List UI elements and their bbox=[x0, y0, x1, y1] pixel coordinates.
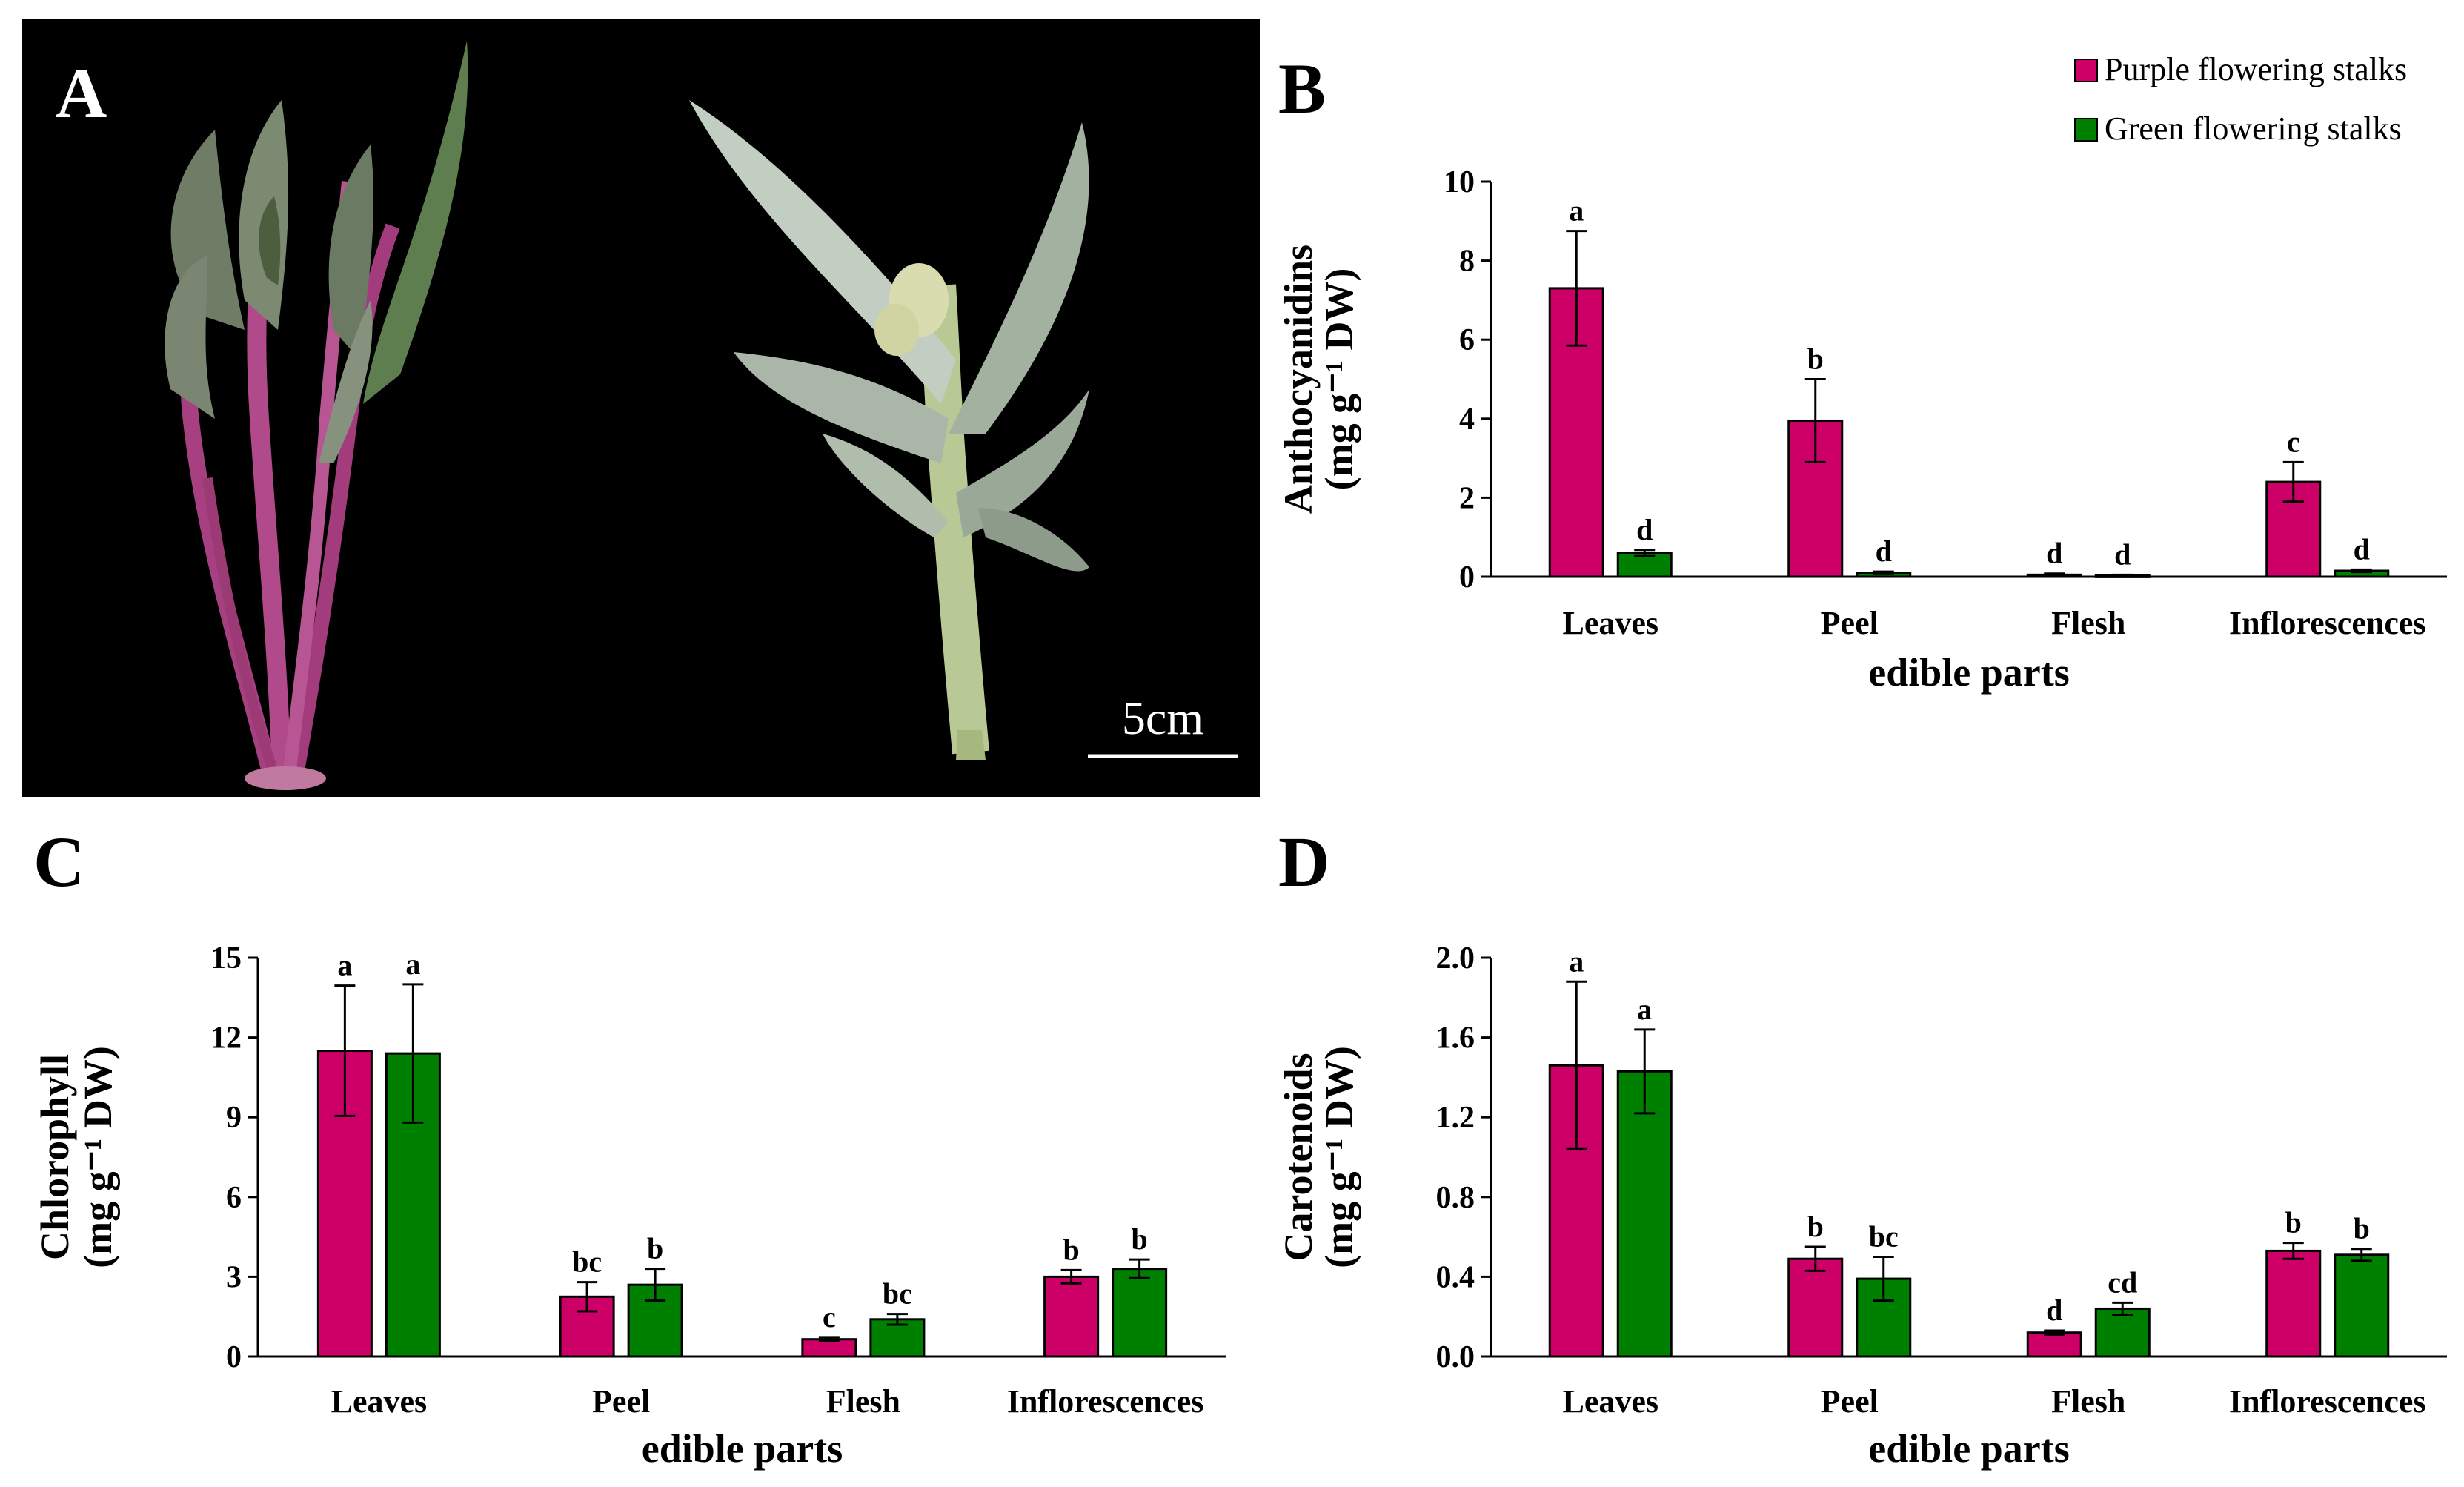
y-tick-label: 0 bbox=[226, 1340, 242, 1374]
x-tick-label: Inflorescences bbox=[1007, 1383, 1204, 1420]
y-tick-label: 4 bbox=[1459, 403, 1475, 437]
y-tick-label: 0.8 bbox=[1436, 1181, 1475, 1215]
bar bbox=[1112, 1268, 1168, 1358]
significance-label: b bbox=[2354, 1212, 2370, 1245]
x-axis-label: edible parts bbox=[1868, 650, 2070, 695]
significance-label: d bbox=[2046, 1294, 2062, 1327]
y-tick-label: 0.4 bbox=[1436, 1260, 1475, 1294]
bar bbox=[1043, 1275, 1100, 1358]
x-tick-label: Peel bbox=[1821, 605, 1879, 641]
scale-label: 5cm bbox=[1122, 692, 1203, 744]
significance-label: b bbox=[1807, 342, 1824, 376]
y-tick-label: 0.0 bbox=[1436, 1340, 1475, 1374]
panel-label-c: C bbox=[33, 822, 85, 901]
x-axis-label: edible parts bbox=[1868, 1426, 2070, 1471]
legend: Purple flowering stalks Green flowering s… bbox=[2074, 51, 2407, 147]
y-tick-label: 1.6 bbox=[1436, 1021, 1475, 1056]
green-flowering-stalk bbox=[689, 100, 1089, 760]
x-tick-label: Leaves bbox=[1562, 1383, 1658, 1420]
y-axis-label: Chlorophyll bbox=[33, 1054, 77, 1260]
y-tick-label: 6 bbox=[1459, 323, 1475, 357]
y-axis-unit: (mg g⁻¹ DW) bbox=[1317, 1046, 1361, 1268]
significance-label: b bbox=[1132, 1222, 1148, 1256]
significance-label: d bbox=[2354, 532, 2370, 566]
significance-label: b bbox=[647, 1232, 663, 1265]
significance-label: a bbox=[1637, 993, 1652, 1026]
y-axis-label: Carotenoids bbox=[1276, 1053, 1321, 1261]
x-axis-label: edible parts bbox=[642, 1426, 843, 1471]
panel-label-d: D bbox=[1278, 822, 1330, 901]
photo-panel: 5cm bbox=[22, 19, 1260, 797]
bar bbox=[2334, 1253, 2390, 1358]
legend-label: Green flowering stalks bbox=[2105, 110, 2402, 147]
panel-label-a: A bbox=[56, 53, 107, 133]
significance-label: d bbox=[1876, 534, 1892, 568]
legend-swatch bbox=[2074, 59, 2098, 82]
x-tick-label: Inflorescences bbox=[2229, 605, 2426, 641]
significance-label: b bbox=[1063, 1233, 1080, 1266]
significance-label: d bbox=[2046, 537, 2062, 570]
bar bbox=[1787, 1257, 1844, 1358]
significance-label: a bbox=[337, 949, 352, 982]
x-tick-label: Leaves bbox=[331, 1383, 428, 1420]
y-tick-label: 3 bbox=[226, 1260, 242, 1294]
purple-flowering-stalk bbox=[165, 41, 468, 790]
significance-label: bc bbox=[572, 1245, 602, 1279]
significance-label: b bbox=[2285, 1206, 2302, 1239]
significance-label: b bbox=[1807, 1210, 1824, 1243]
significance-label: c bbox=[2287, 425, 2300, 458]
significance-label: bc bbox=[883, 1277, 912, 1311]
y-tick-label: 2.0 bbox=[1436, 941, 1475, 976]
panel-label-b: B bbox=[1278, 49, 1326, 128]
x-tick-label: Flesh bbox=[2051, 1383, 2125, 1420]
significance-label: bc bbox=[1869, 1220, 1899, 1253]
x-tick-label: Peel bbox=[592, 1383, 650, 1420]
significance-label: a bbox=[1569, 194, 1584, 228]
bar bbox=[2026, 1331, 2082, 1358]
bar bbox=[1616, 1070, 1673, 1358]
chart-c: 0 3 6 9 12 15 Leaves a a Peel bc b Flesh c bc Infloresc… bbox=[33, 941, 1226, 1471]
y-tick-label: 12 bbox=[210, 1021, 242, 1056]
y-tick-label: 15 bbox=[210, 941, 242, 976]
significance-label: d bbox=[1636, 513, 1653, 546]
y-tick-label: 10 bbox=[1444, 165, 1475, 199]
x-tick-label: Flesh bbox=[2051, 605, 2125, 641]
y-tick-label: 2 bbox=[1459, 481, 1475, 515]
y-tick-label: 0 bbox=[1459, 560, 1475, 595]
legend-swatch bbox=[2074, 118, 2098, 142]
y-tick-label: 1.2 bbox=[1436, 1101, 1475, 1135]
y-tick-label: 8 bbox=[1459, 245, 1475, 279]
x-tick-label: Flesh bbox=[826, 1383, 900, 1420]
y-tick-label: 6 bbox=[226, 1181, 242, 1215]
x-tick-label: Inflorescences bbox=[2229, 1383, 2426, 1420]
plant-photo: 5cm bbox=[165, 41, 1238, 790]
bar bbox=[2265, 1249, 2322, 1358]
x-tick-label: Peel bbox=[1821, 1383, 1879, 1420]
bar bbox=[2094, 1307, 2151, 1358]
significance-label: cd bbox=[2108, 1265, 2137, 1299]
x-tick-label: Leaves bbox=[1562, 605, 1658, 641]
chart-b: 0 2 4 6 8 10 Leaves a d Peel b d Flesh d d Inflorescenc… bbox=[1276, 165, 2447, 695]
chart-d: 0.0 0.4 0.8 1.2 1.6 2.0 Leaves a a Peel b bc Flesh d c… bbox=[1276, 941, 2447, 1471]
significance-label: c bbox=[823, 1300, 836, 1334]
y-axis-unit: (mg g⁻¹ DW) bbox=[1317, 268, 1361, 491]
bar bbox=[559, 1295, 615, 1358]
significance-label: d bbox=[2114, 537, 2131, 571]
significance-label: a bbox=[405, 947, 420, 981]
y-tick-label: 9 bbox=[226, 1101, 242, 1135]
y-axis-unit: (mg g⁻¹ DW) bbox=[76, 1046, 120, 1268]
legend-label: Purple flowering stalks bbox=[2105, 51, 2407, 87]
significance-label: a bbox=[1569, 944, 1584, 978]
y-axis-label: Anthocyanidins bbox=[1276, 245, 1321, 514]
